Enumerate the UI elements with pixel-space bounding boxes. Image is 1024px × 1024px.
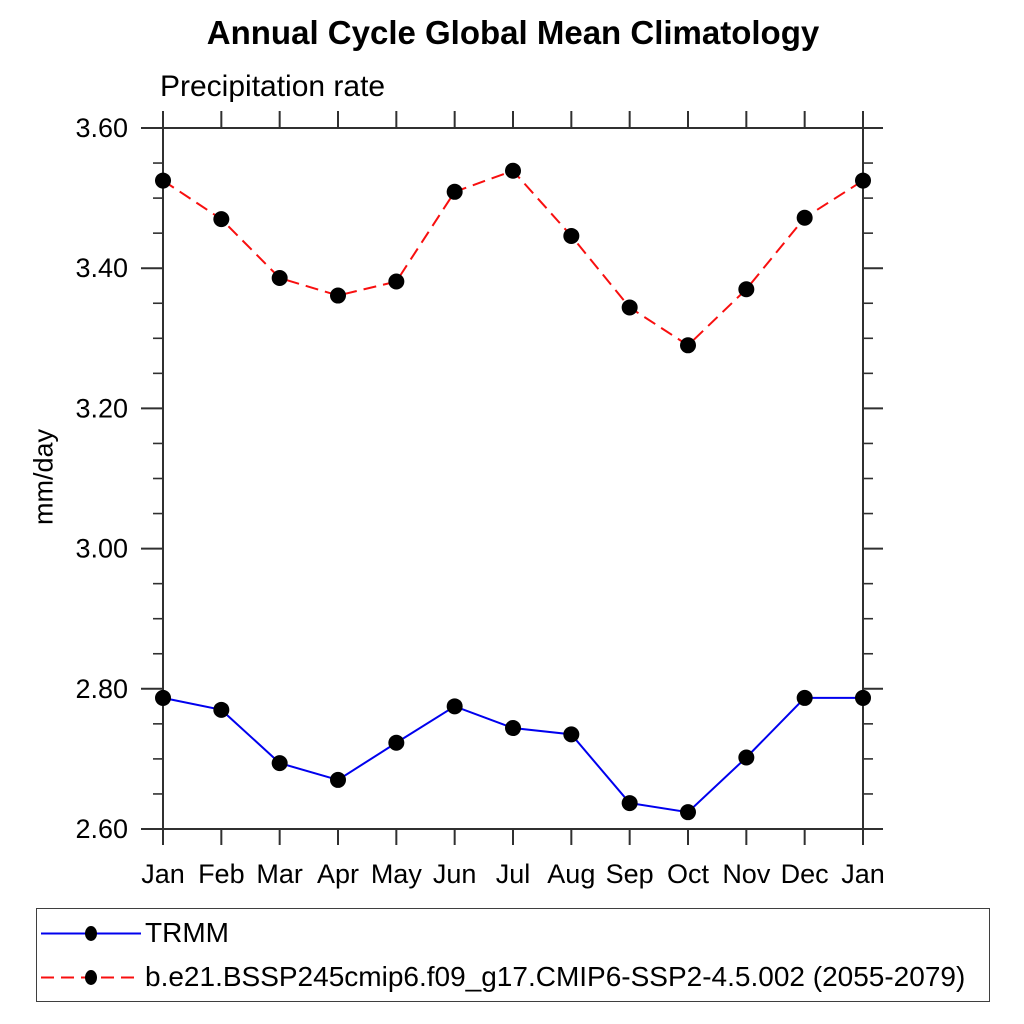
data-point-marker [271,755,288,772]
x-tick-label: Jan [841,859,885,889]
x-tick-label: Jul [496,859,531,889]
y-tick-label: 3.20 [75,393,128,423]
data-point-marker [388,734,405,751]
x-tick-label: Dec [781,859,829,889]
data-point-marker [796,209,813,226]
legend-marker-icon [85,925,97,941]
data-point-marker [563,726,580,743]
data-point-marker [155,172,171,189]
data-point-marker [621,299,638,316]
data-point-marker [330,287,346,304]
y-tick-label: 2.80 [75,674,128,704]
legend-sample-dashed-line [41,969,141,985]
x-tick-label: Nov [722,859,771,889]
legend-marker-icon [85,969,97,985]
legend-label-model: b.e21.BSSP245cmip6.f09_g17.CMIP6-SSP2-4.… [145,961,966,992]
chart-subtitle: Precipitation rate [160,70,386,103]
data-point-marker [738,749,755,766]
x-tick-label: Mar [256,859,303,889]
data-point-marker [505,720,521,737]
legend-box: TRMM b.e21.BSSP245cmip6.f09_g17.CMIP6-SS… [36,908,990,1002]
data-point-marker [621,795,638,812]
data-point-marker [855,689,871,706]
x-tick-label: Aug [547,859,595,889]
legend-row-trmm: TRMM [37,913,989,954]
y-tick-label: 3.00 [75,534,128,564]
data-point-marker [796,689,813,706]
y-tick-label: 3.60 [75,113,128,143]
data-point-marker [213,211,230,228]
data-point-marker [155,689,171,706]
y-tick-label: 3.40 [75,253,128,283]
x-tick-label: Oct [667,859,710,889]
data-point-marker [271,270,288,287]
data-point-marker [738,281,755,298]
data-point-marker [563,227,580,244]
data-point-marker [505,162,521,179]
x-tick-label: Sep [606,859,654,889]
x-tick-label: Jan [141,859,185,889]
legend-sample-solid-line [41,925,141,941]
data-point-marker [446,183,463,200]
x-tick-label: Feb [198,859,245,889]
data-point-marker [213,701,230,718]
series-line-trmm [162,696,863,814]
x-tick-label: May [371,859,423,889]
chart-title: Annual Cycle Global Mean Climatology [206,14,820,51]
y-tick-label: 2.60 [75,814,128,844]
data-point-marker [446,698,463,715]
legend-row-model: b.e21.BSSP245cmip6.f09_g17.CMIP6-SSP2-4.… [37,957,989,998]
data-point-marker [388,273,405,290]
data-point-marker [855,172,871,189]
x-tick-label: Apr [317,859,359,889]
x-tick-label: Jun [433,859,477,889]
data-point-marker [680,804,696,821]
legend-label-trmm: TRMM [145,917,229,948]
data-point-marker [680,337,696,354]
data-point-marker [330,771,346,788]
series-line-model [162,169,864,347]
